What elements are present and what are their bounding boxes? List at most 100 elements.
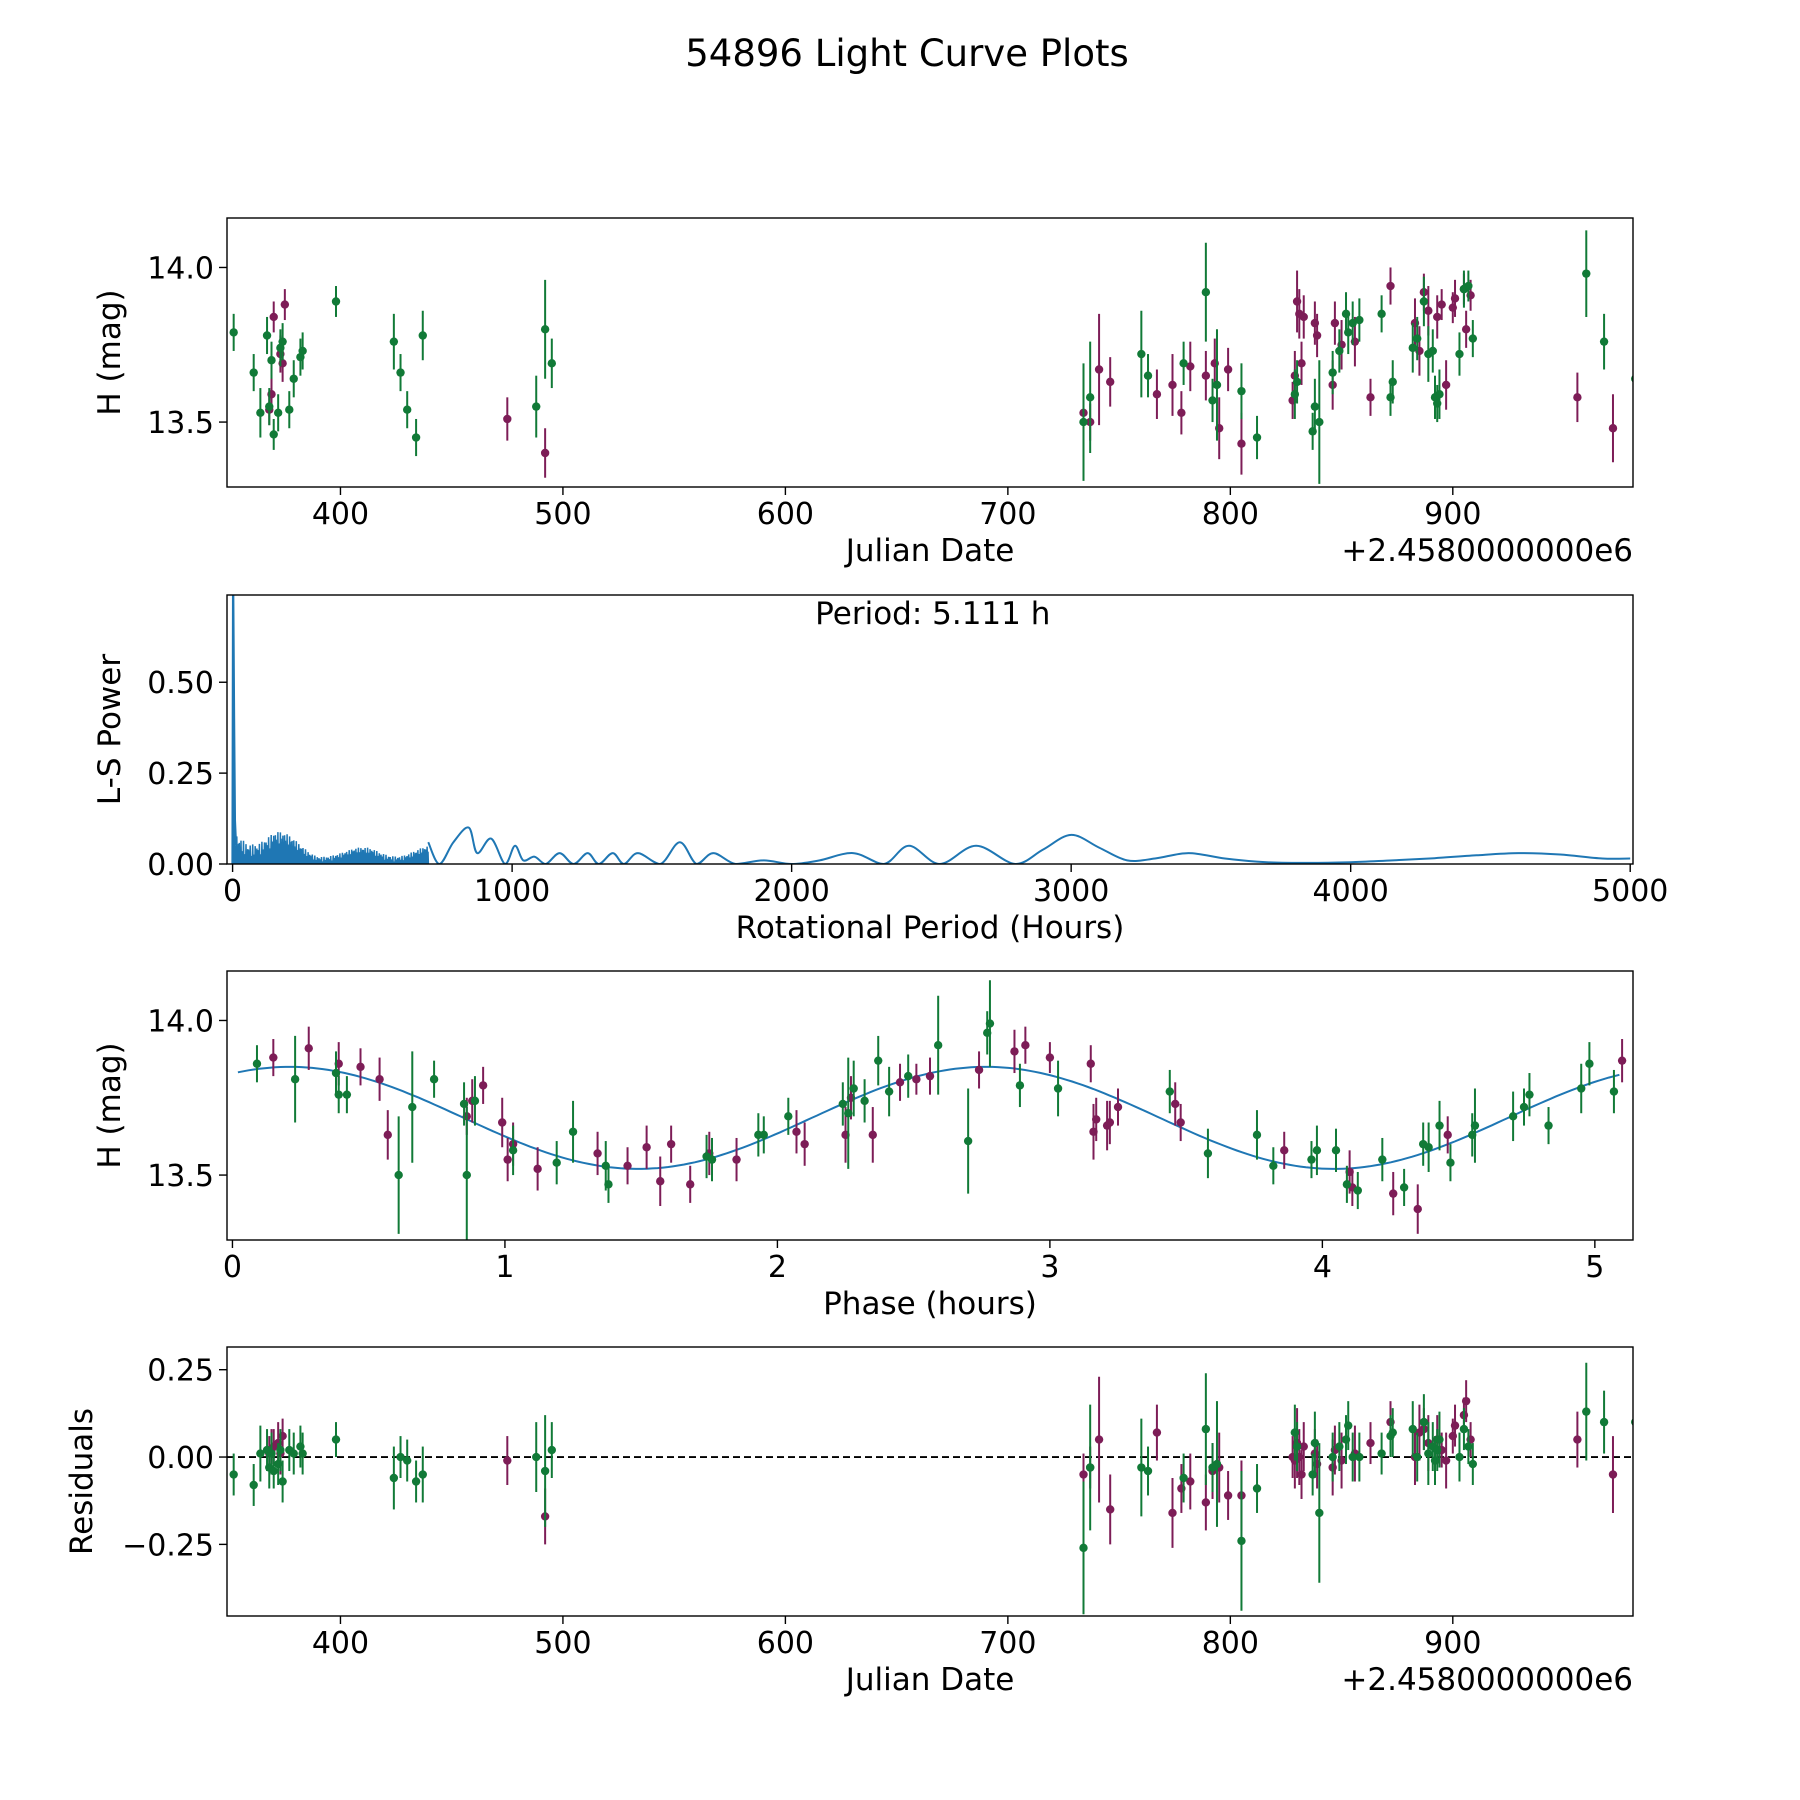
data-point [478,1081,488,1090]
x-tick-label: 1000 [474,874,550,909]
data-point [402,1456,412,1465]
data-point [1186,1477,1195,1486]
y-tick-label: 0.00 [147,848,214,883]
data-point [1419,1417,1429,1427]
periodogram-axes: 0 1000 2000 3000 4000 5000 0.00 0.25 0.50 Rotatio… [92,594,1668,946]
data-point [1433,312,1442,322]
data-point [278,337,287,346]
data-point [470,1096,480,1106]
data-point [1310,402,1320,411]
data-point [1408,1424,1417,1434]
data-point [732,1155,741,1164]
data-point [1331,1146,1341,1155]
data-point [1201,288,1211,297]
x-tick-label: 3000 [1033,874,1109,909]
data-point [784,1112,793,1121]
periodogram-dense-region [232,781,430,864]
y-tick-label: 13.5 [147,406,214,441]
filter-b-series [252,980,1619,1240]
light-curve-frame [226,217,1634,488]
period-annotation: Period: 5.111 h [815,596,1050,632]
data-point [1577,1084,1586,1093]
data-point [1086,1059,1095,1068]
data-point [868,1130,877,1140]
data-point [1617,1056,1627,1065]
data-point [1105,377,1115,387]
data-point [540,1466,550,1476]
data-point [1585,1059,1594,1068]
y-tick-label: 13.5 [147,1159,214,1194]
data-point [1599,337,1609,346]
y-tick-label: −0.25 [122,1528,214,1563]
data-point [383,1130,392,1140]
data-point [289,1449,298,1458]
data-point [1328,368,1337,377]
data-point [1348,318,1357,328]
x-tick-label: 2000 [753,874,829,909]
data-point [269,1466,278,1476]
data-point [912,1075,921,1084]
data-point [1186,362,1195,371]
y-axis-label: Residuals [64,1408,100,1555]
data-point [1443,1130,1452,1140]
data-point [1113,1102,1123,1112]
filter-a-series [265,267,1618,478]
data-point [1631,1418,1633,1426]
x-tick-label: 0 [223,1250,242,1285]
data-point [1399,1183,1409,1192]
y-tick-label: 0.25 [147,757,214,792]
data-point [1424,1449,1433,1458]
data-point [547,359,557,368]
data-point [1342,1180,1352,1189]
data-point [1446,1158,1455,1167]
x-tick-label: 400 [312,1626,369,1661]
data-point [1455,349,1464,359]
data-point [1021,1041,1030,1050]
data-point [1378,1155,1387,1164]
data-point [298,346,307,356]
data-point [1045,1053,1055,1062]
data-point [334,1090,343,1099]
data-point [262,331,272,340]
data-point [1437,300,1446,309]
data-point [1413,334,1422,343]
data-point [1292,377,1302,387]
data-point [1450,1421,1460,1430]
data-point [1461,325,1471,334]
data-point [1408,343,1417,353]
data-point [1092,1115,1101,1124]
data-point [642,1143,651,1152]
data-point [532,402,541,411]
data-point [623,1161,632,1170]
phase-folded-axes: 0 1 2 3 4 5 13.5 14.0 Phase (hours) H (mag) [92,970,1634,1322]
data-point [1608,424,1618,433]
data-point [1544,1121,1553,1130]
data-point [462,1170,471,1180]
data-point [1582,1407,1591,1416]
data-point [1455,1452,1464,1462]
y-axis-label: L-S Power [92,654,128,805]
data-point [1152,390,1162,399]
data-point [1344,1421,1353,1430]
data-point [1223,365,1233,374]
data-point [1468,334,1478,343]
x-axis-label: Phase (hours) [823,1286,1037,1322]
x-tick-label: 800 [1202,1626,1259,1661]
data-point [874,1056,883,1065]
data-point [1328,1452,1337,1462]
data-point [1468,1459,1478,1469]
data-point [331,1435,341,1444]
data-point [273,408,283,417]
data-point [1015,1081,1025,1090]
data-point [1094,365,1104,374]
data-point [304,1044,313,1053]
data-point [1609,1087,1619,1096]
data-point [1010,1047,1019,1056]
data-point [1470,1121,1480,1130]
data-point [429,1075,439,1084]
y-tick-label: 14.0 [147,1004,214,1039]
data-point [396,1452,405,1462]
data-point [1152,1428,1162,1437]
